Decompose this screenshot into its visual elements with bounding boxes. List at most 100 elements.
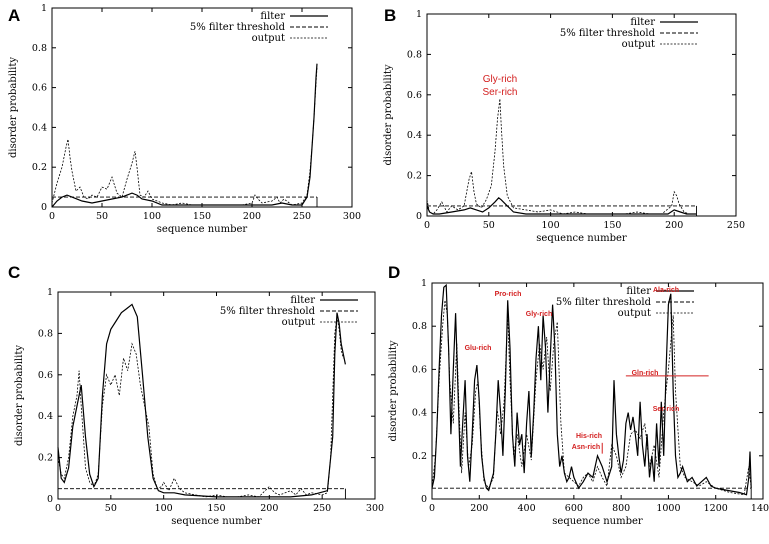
y-tick-label: 0 <box>416 211 422 222</box>
y-tick-label: 1 <box>421 278 427 289</box>
x-axis-label: sequence number <box>171 516 262 527</box>
legend-label: output <box>622 39 655 50</box>
x-tick-label: 100 <box>542 220 560 231</box>
legend-label: output <box>252 33 285 44</box>
y-tick-label: 0 <box>421 494 427 505</box>
x-tick-label: 250 <box>727 220 745 231</box>
y-tick-label: 0 <box>41 202 47 213</box>
y-tick-label: 0 <box>47 494 53 505</box>
plot-frame <box>431 282 764 500</box>
annotation-label: His-rich <box>576 433 602 440</box>
y-tick-label: 0.8 <box>32 43 47 54</box>
chart-panel-a: 0 50 100 150 200 250 300 0 0.2 0.4 0.6 0.8 1 sequence… <box>8 3 361 235</box>
series-line-output <box>57 316 344 498</box>
legend-label: filter <box>260 11 285 22</box>
plot-frame <box>426 13 737 217</box>
annotation-label: Pro-rich <box>495 291 522 298</box>
panel-letter-d: D <box>388 263 400 282</box>
x-tick-label: 0 <box>49 211 55 222</box>
y-axis-label: disorder probability <box>383 64 394 165</box>
y-tick-label: 0.8 <box>407 49 422 60</box>
y-axis-label: disorder probability <box>8 57 19 158</box>
x-tick-label: 600 <box>565 503 583 514</box>
annotation-label: Gln-rich <box>632 370 659 377</box>
annotation-label: Ser-rich <box>482 87 517 98</box>
x-axis-label: sequence number <box>536 233 627 244</box>
panel-letter-b: B <box>384 6 396 25</box>
panel-letter-c: C <box>8 263 20 282</box>
y-tick-label: 1 <box>416 9 422 20</box>
panel-letter-a: A <box>8 6 20 25</box>
annotation-label: Ala-rich <box>653 287 679 294</box>
x-tick-label: 250 <box>313 503 331 514</box>
x-tick-label: 100 <box>143 211 161 222</box>
legend-label: output <box>618 308 651 319</box>
series-line-filter <box>426 196 697 215</box>
y-tick-label: 0.4 <box>407 130 422 141</box>
x-tick-label: 300 <box>343 211 361 222</box>
y-tick-label: 1 <box>41 3 47 14</box>
y-tick-label: 0.8 <box>412 321 427 332</box>
series-line-output <box>426 98 697 215</box>
x-tick-label: 1000 <box>656 503 680 514</box>
y-tick-label: 0.4 <box>38 411 53 422</box>
x-tick-label: 150 <box>603 220 621 231</box>
x-tick-label: 0 <box>424 220 430 231</box>
legend-label: 5% filter threshold <box>220 306 316 317</box>
annotation-label: Glu-rich <box>465 345 492 352</box>
chart-panel-b: 0 50 100 150 200 250 0 0.2 0.4 0.6 0.8 1 sequence nu… <box>383 9 745 244</box>
x-tick-label: 100 <box>155 503 173 514</box>
x-tick-label: 400 <box>518 503 536 514</box>
x-axis-label: sequence number <box>157 224 248 235</box>
legend-label: output <box>282 317 315 328</box>
x-tick-label: 50 <box>96 211 108 222</box>
y-tick-label: 0.2 <box>32 162 47 173</box>
y-tick-label: 0.8 <box>38 328 53 339</box>
series-line-filter <box>57 303 346 498</box>
legend-label: filter <box>290 295 315 306</box>
legend-label: filter <box>626 286 651 297</box>
legend-label: 5% filter threshold <box>560 28 656 39</box>
legend-label: 5% filter threshold <box>190 22 286 33</box>
annotation-label: Ser-rich <box>653 406 679 413</box>
x-tick-label: 250 <box>293 211 311 222</box>
y-tick-label: 1 <box>47 287 53 298</box>
x-tick-label: 800 <box>612 503 630 514</box>
legend-label: 5% filter threshold <box>556 297 652 308</box>
y-tick-label: 0.4 <box>412 408 427 419</box>
annotation-label: Asn-rich <box>572 444 600 451</box>
y-tick-label: 0.2 <box>38 453 53 464</box>
x-tick-label: 200 <box>470 503 488 514</box>
y-axis-label: disorder probability <box>14 345 25 446</box>
x-tick-label: 300 <box>366 503 384 514</box>
x-tick-label: 200 <box>260 503 278 514</box>
plot-frame <box>51 7 353 208</box>
x-axis-label: sequence number <box>552 516 643 527</box>
series-line-filter <box>51 63 318 208</box>
x-tick-label: 0 <box>429 503 435 514</box>
x-tick-label: 150 <box>207 503 225 514</box>
y-axis-label: disorder probability <box>388 340 399 441</box>
x-tick-label: 0 <box>55 503 61 514</box>
y-tick-label: 0.6 <box>32 83 47 94</box>
series-line-filter <box>431 283 752 496</box>
y-tick-label: 0.2 <box>407 171 422 182</box>
legend-label: filter <box>630 17 655 28</box>
x-tick-label: 150 <box>193 211 211 222</box>
plot-frame <box>57 291 376 500</box>
x-tick-label: 200 <box>243 211 261 222</box>
series-line-output <box>51 67 318 206</box>
x-tick-label: 1200 <box>704 503 728 514</box>
series-line-output <box>431 300 752 496</box>
y-tick-label: 0.6 <box>38 370 53 381</box>
y-tick-label: 0.6 <box>412 364 427 375</box>
y-tick-label: 0.4 <box>32 122 47 133</box>
annotation-label: Gly-rich <box>526 311 552 318</box>
y-tick-label: 0.6 <box>407 90 422 101</box>
annotation-label: Gly-rich <box>483 74 517 85</box>
x-tick-label: 50 <box>105 503 117 514</box>
x-tick-label: 200 <box>665 220 683 231</box>
